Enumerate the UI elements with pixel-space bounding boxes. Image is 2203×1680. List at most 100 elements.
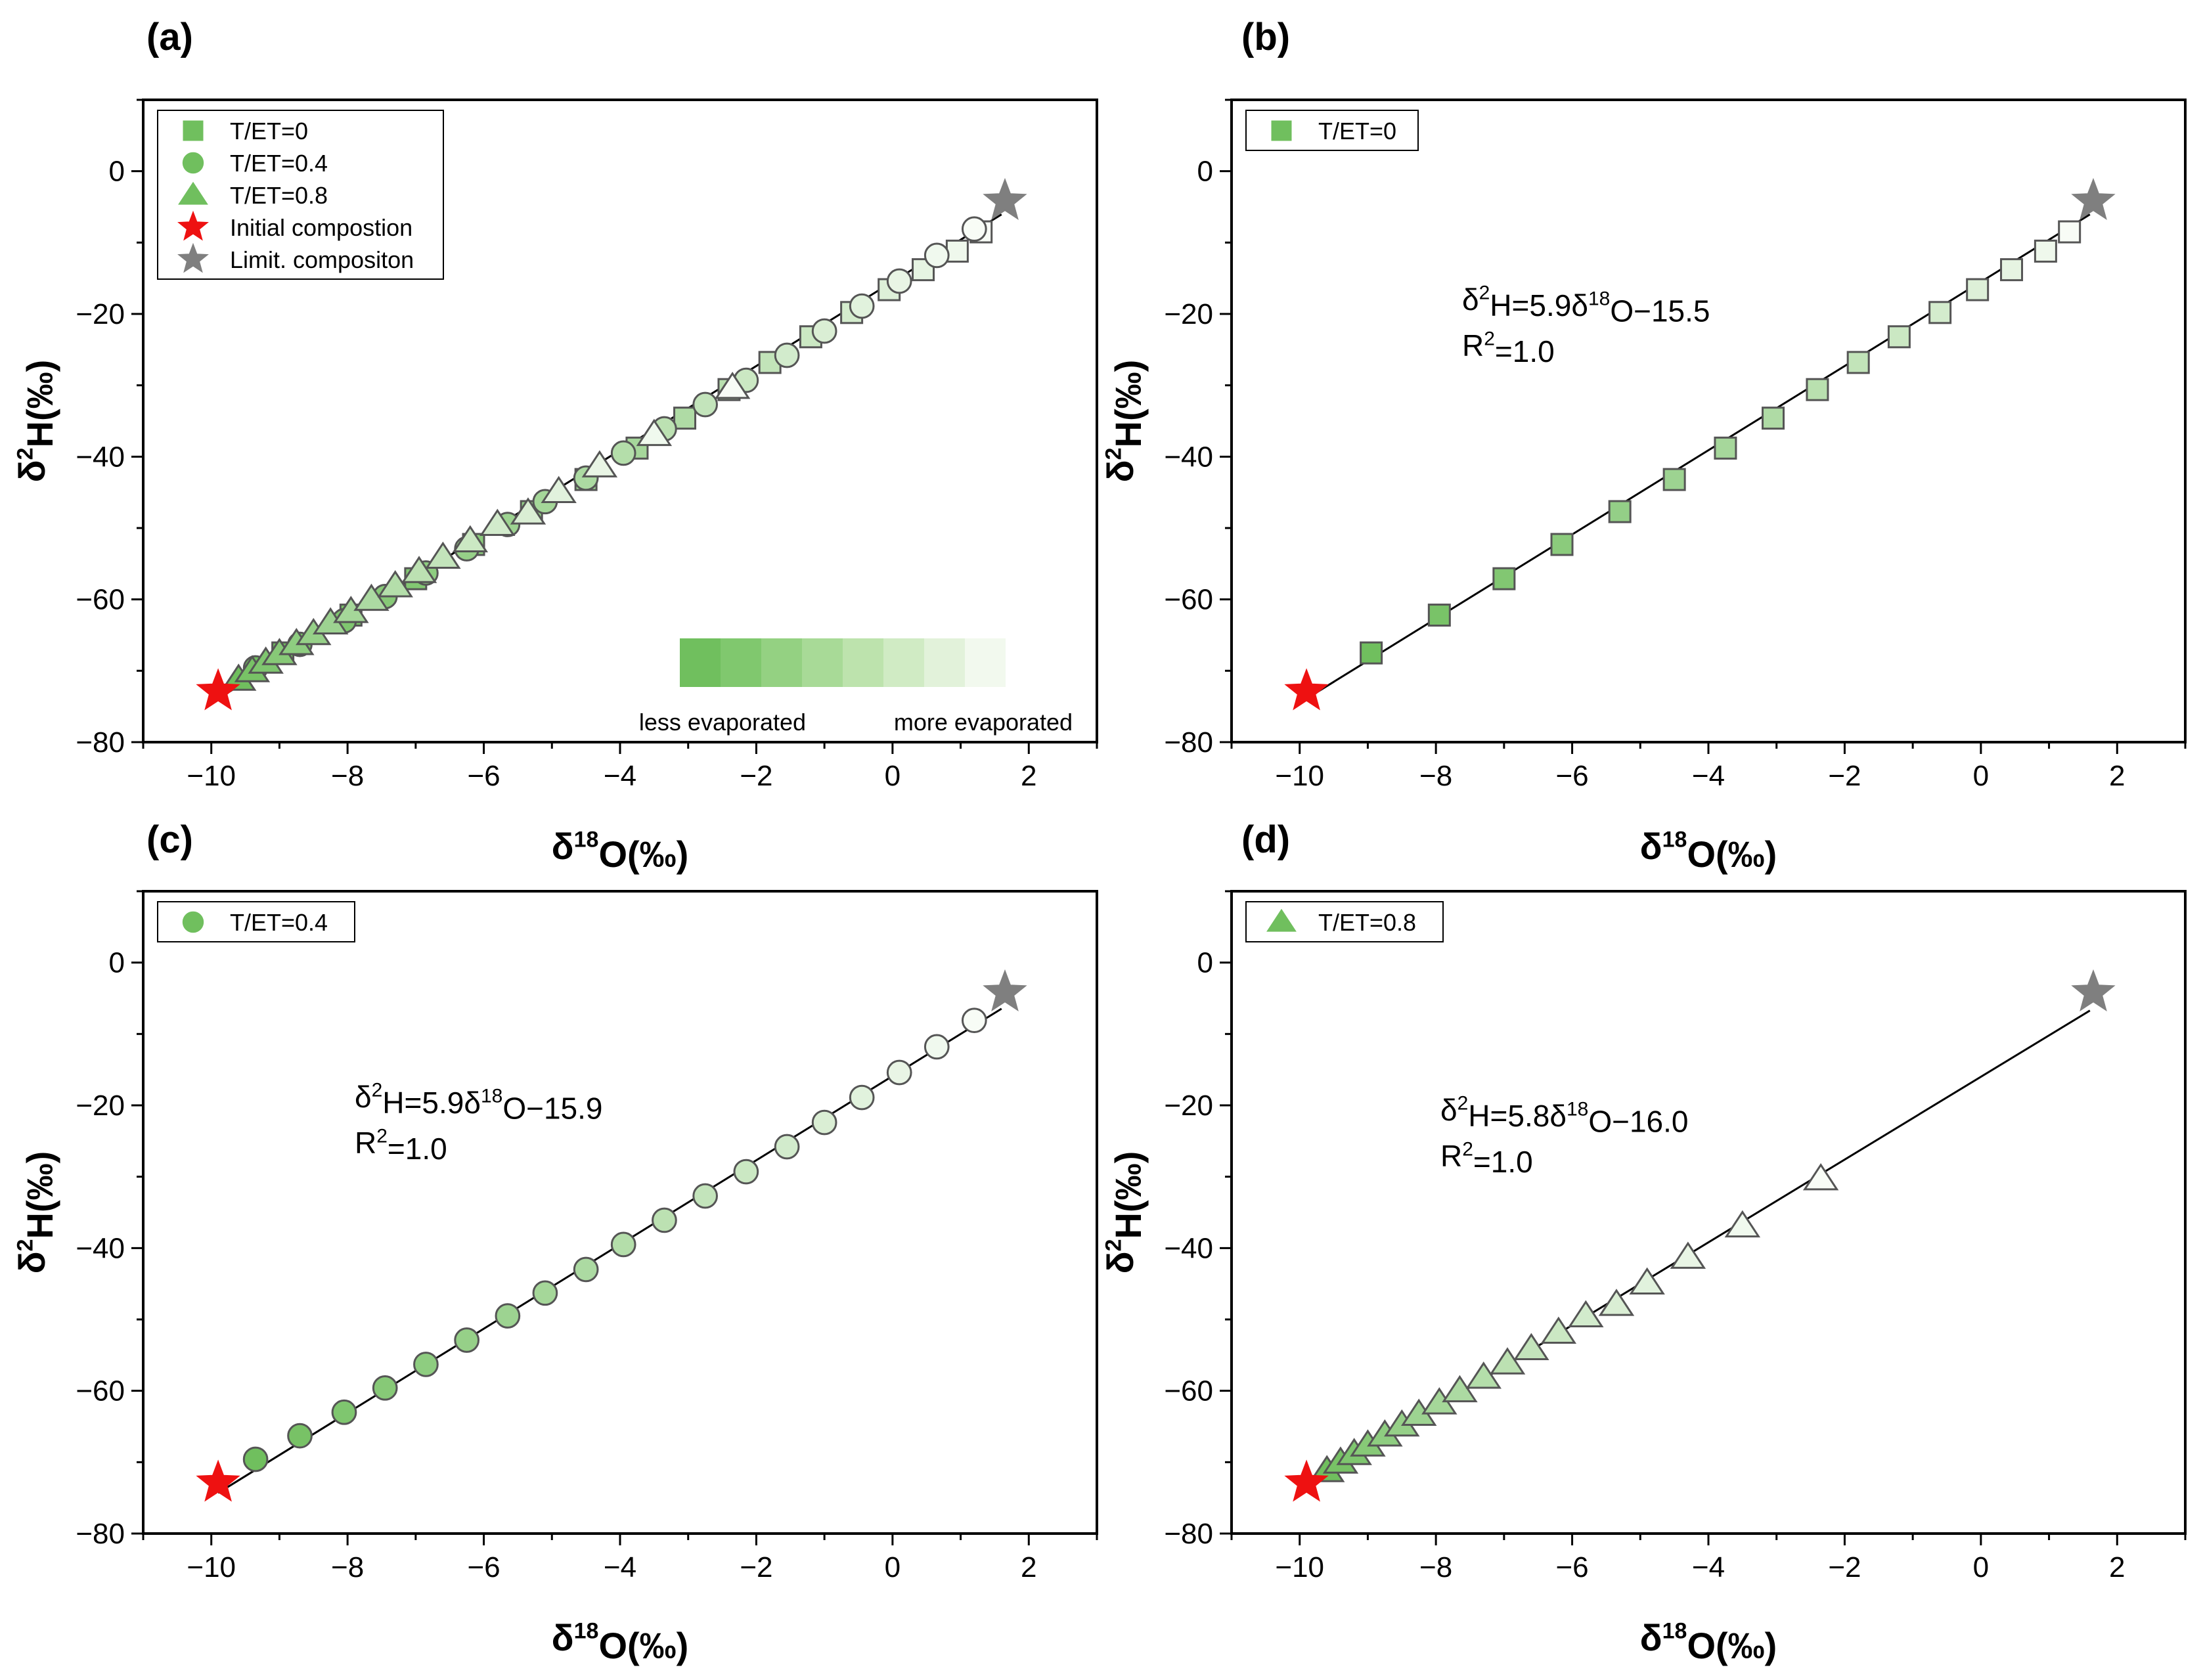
x-tick-label: 0 xyxy=(885,1551,901,1583)
series-t-et-0 xyxy=(1360,220,2081,665)
data-point xyxy=(242,1446,269,1472)
y-tick-label: −40 xyxy=(1164,1232,1213,1264)
data-point xyxy=(1598,1289,1635,1316)
y-axis-title: δ2​H(‰) xyxy=(1100,360,1149,483)
legend-label: T/ET=0.4 xyxy=(230,909,328,936)
y-axis-title: δ2​H(‰) xyxy=(11,360,60,483)
data-point xyxy=(1629,1267,1665,1295)
data-point xyxy=(673,407,697,430)
data-point xyxy=(636,418,673,447)
data-point xyxy=(961,1007,987,1034)
data-point xyxy=(353,583,389,611)
legend-label: T/ET=0.8 xyxy=(230,182,328,209)
data-point xyxy=(510,497,546,525)
data-point xyxy=(541,475,577,504)
data-point xyxy=(1966,278,1990,301)
panel-label: (a) xyxy=(146,16,193,58)
data-point xyxy=(573,1256,599,1283)
regression-equation: δ2​H=5.9δ18​O−15.5R2​=1.0 xyxy=(1462,282,1710,368)
data-point xyxy=(923,1034,950,1060)
panel-label: (c) xyxy=(146,818,193,861)
legend-marker xyxy=(1271,120,1292,141)
data-point xyxy=(1724,1210,1761,1238)
data-point xyxy=(2058,220,2081,244)
legend-label: Initial compostion xyxy=(230,214,412,241)
colorbar-swatch xyxy=(761,638,802,687)
data-point xyxy=(1762,407,1785,430)
data-point xyxy=(714,371,751,399)
data-point xyxy=(377,570,413,598)
data-point xyxy=(413,1352,439,1377)
data-point xyxy=(652,1207,677,1233)
x-tick-label: −8 xyxy=(1419,1551,1452,1583)
data-point xyxy=(1887,325,1911,349)
data-point xyxy=(2000,258,2024,282)
data-point xyxy=(331,1399,357,1425)
y-tick-label: −20 xyxy=(1164,298,1213,330)
x-tick-label: 0 xyxy=(1973,1551,1989,1583)
y-tick-label: −80 xyxy=(76,1518,125,1550)
y-tick-label: −40 xyxy=(76,1232,125,1264)
data-point xyxy=(1670,1241,1706,1269)
colorbar-swatch xyxy=(843,638,883,687)
y-tick-label: −60 xyxy=(76,584,125,616)
series-t-et-0-8 xyxy=(1308,1162,1839,1482)
x-tick-label: −10 xyxy=(187,1551,236,1583)
x-tick-label: −6 xyxy=(1555,760,1588,792)
x-tick-label: −6 xyxy=(467,760,500,792)
data-point xyxy=(1284,668,1329,711)
x-tick-label: −2 xyxy=(1828,760,1861,792)
series-t-et-0-4 xyxy=(242,216,987,681)
data-point xyxy=(610,1231,636,1258)
legend-box xyxy=(157,110,444,280)
data-point xyxy=(1928,301,1952,324)
y-tick-label: −20 xyxy=(1164,1090,1213,1122)
x-tick-label: −2 xyxy=(740,760,772,792)
colorbar-right-label: more evaporated xyxy=(894,709,1073,736)
data-point xyxy=(1846,351,1870,374)
panel-c: (c)−10−8−6−4−202−80−60−40−200δ18​O(‰)δ2​… xyxy=(11,818,1098,1666)
x-tick-label: −4 xyxy=(604,1551,636,1583)
regression-equation: δ2​H=5.8δ18​O−16.0R2​=1.0 xyxy=(1440,1093,1689,1179)
data-point xyxy=(2071,969,2116,1011)
equation-line: δ2​H=5.8δ18​O−16.0 xyxy=(1440,1093,1689,1139)
data-point xyxy=(886,1059,912,1086)
data-point xyxy=(1540,1316,1577,1344)
legend-label: T/ET=0 xyxy=(230,118,308,144)
data-point xyxy=(454,1327,479,1353)
x-axis-title: δ18​O(‰) xyxy=(1640,826,1777,875)
panel-label: (d) xyxy=(1241,818,1290,861)
y-tick-label: −60 xyxy=(1164,1375,1213,1407)
colorbar-left-label: less evaporated xyxy=(639,709,806,736)
x-tick-label: 2 xyxy=(1021,1551,1036,1583)
data-point xyxy=(923,242,950,269)
data-point xyxy=(2071,177,2116,220)
legend-label: T/ET=0 xyxy=(1318,118,1396,144)
data-point xyxy=(1806,378,1829,401)
data-point xyxy=(1662,468,1686,491)
y-tick-label: 0 xyxy=(109,947,125,979)
data-point xyxy=(1608,500,1632,523)
x-tick-label: −4 xyxy=(604,760,636,792)
panel-b: (b)−10−8−6−4−202−80−60−40−200δ18​O(‰)δ2​… xyxy=(1100,16,2187,875)
r-squared: R2​=1.0 xyxy=(1440,1139,1533,1179)
data-point xyxy=(1802,1162,1839,1191)
series-limit-compositon xyxy=(2071,177,2116,220)
legend: T/ET=0.4 xyxy=(157,901,355,942)
x-tick-label: −10 xyxy=(1275,1551,1324,1583)
x-tick-label: −8 xyxy=(1419,760,1452,792)
x-tick-label: −6 xyxy=(1555,1551,1588,1583)
x-axis-title: δ18​O(‰) xyxy=(552,826,689,875)
data-point xyxy=(811,318,837,344)
x-tick-label: −6 xyxy=(467,1551,500,1583)
colorbar-swatch xyxy=(883,638,924,687)
data-point xyxy=(774,1134,800,1160)
colorbar-swatch xyxy=(965,638,1006,687)
y-tick-label: −20 xyxy=(76,298,125,330)
y-tick-label: −60 xyxy=(76,1375,125,1407)
data-point xyxy=(479,508,516,537)
legend-marker xyxy=(1266,908,1297,932)
data-point xyxy=(1427,604,1451,627)
y-tick-label: 0 xyxy=(1197,156,1213,188)
